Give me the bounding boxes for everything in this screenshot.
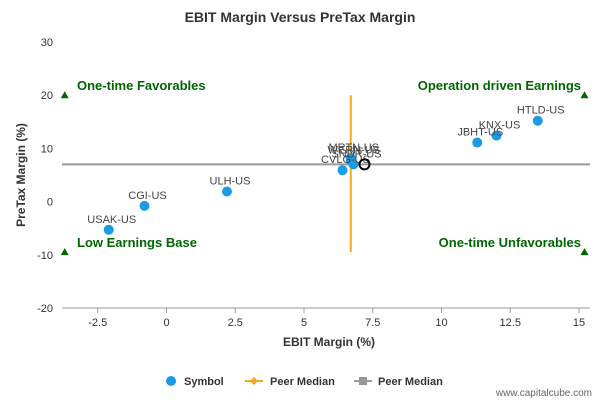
data-point xyxy=(532,115,543,126)
y-tick-label: -10 xyxy=(37,250,53,262)
y-axis-title: PreTax Margin (%) xyxy=(14,123,28,227)
y-tick-label: 20 xyxy=(41,90,53,102)
data-point-label: MRTN-US xyxy=(328,142,379,154)
legend-peer-median-y-marker xyxy=(359,377,367,385)
legend-symbol-marker xyxy=(166,376,176,386)
x-tick-label: 10 xyxy=(435,317,447,329)
legend-label-peer-median-x: Peer Median xyxy=(270,376,335,388)
data-point-label: SNDR-US xyxy=(331,148,381,160)
x-tick-label: 15 xyxy=(573,317,585,329)
x-axis-title: EBIT Margin (%) xyxy=(283,335,375,349)
quadrant-labels: One-time Favorables Operation driven Ear… xyxy=(77,78,581,250)
data-point-label: USAK-US xyxy=(87,214,136,226)
legend: Symbol Peer Median Peer Median xyxy=(166,376,443,388)
quadrant-marker xyxy=(580,91,589,99)
x-tick-label: 5 xyxy=(301,317,307,329)
data-point xyxy=(337,165,348,176)
x-tick-label: 7.5 xyxy=(365,317,380,329)
data-point-label: KNX-US xyxy=(479,120,521,132)
peer-median-lines xyxy=(62,95,590,253)
legend-label-symbol: Symbol xyxy=(184,376,224,388)
data-point xyxy=(222,186,232,197)
quadrant-label-top-left: One-time Favorables xyxy=(77,78,206,93)
chart-title: EBIT Margin Versus PreTax Margin xyxy=(185,9,416,25)
focus-point xyxy=(358,158,371,171)
data-point-label: WERN-US xyxy=(327,145,380,157)
data-point xyxy=(348,159,359,170)
quadrant-markers xyxy=(60,91,589,256)
x-tick-label: -2.5 xyxy=(88,317,107,329)
data-point-label: ULH-US xyxy=(210,175,251,187)
x-tick-label: 2.5 xyxy=(228,317,243,329)
y-tick-label: 30 xyxy=(41,37,53,49)
y-tick-label: 10 xyxy=(41,143,53,155)
legend-label-peer-median-y: Peer Median xyxy=(378,376,443,388)
data-point-label: CGI-US xyxy=(128,190,167,202)
data-point xyxy=(491,130,502,141)
quadrant-label-top-right: Operation driven Earnings xyxy=(418,78,581,93)
data-point xyxy=(103,224,114,235)
quadrant-marker xyxy=(60,248,69,256)
quadrant-label-bottom-left: Low Earnings Base xyxy=(77,235,197,250)
data-point xyxy=(139,200,150,211)
y-tick-label: 0 xyxy=(47,197,53,209)
data-point-label: CVLG-US xyxy=(321,154,370,166)
legend-peer-median-x-marker xyxy=(250,377,258,385)
quadrant-label-bottom-right: One-time Unfavorables xyxy=(439,235,581,250)
y-tick-label: -20 xyxy=(37,303,53,315)
data-point-label: JBHT-US xyxy=(457,127,503,139)
x-tick-label: 0 xyxy=(163,317,169,329)
quadrant-marker xyxy=(580,248,589,256)
quadrant-marker xyxy=(60,91,69,99)
x-axis-ticks: -2.5 0 2.5 5 7.5 10 12.5 15 xyxy=(88,308,585,329)
y-axis-ticks: -20 -10 0 10 20 30 xyxy=(37,37,53,315)
x-tick-label: 12.5 xyxy=(500,317,521,329)
data-point xyxy=(472,137,483,148)
data-point-label: HTLD-US xyxy=(517,105,565,117)
watermark: www.capitalcube.com xyxy=(495,388,592,399)
